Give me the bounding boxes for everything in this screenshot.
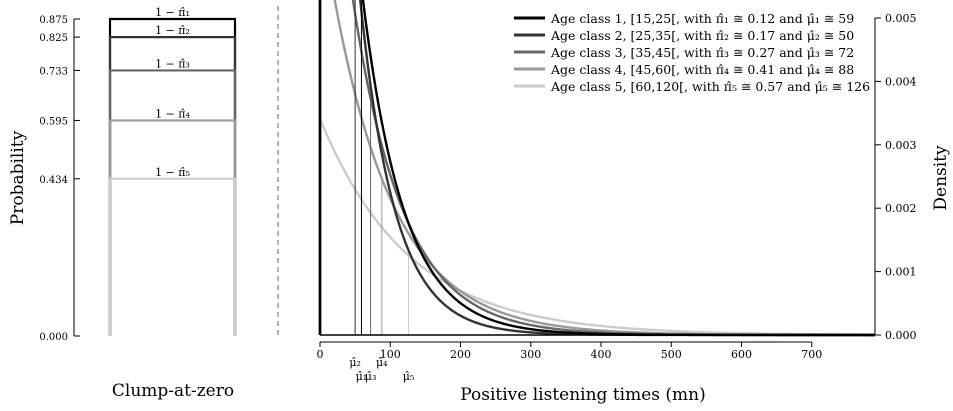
left-y-tick-label: 0.875 xyxy=(39,15,68,26)
left-y-tick-label: 0.825 xyxy=(39,33,68,44)
left-y-tick-label: 0.595 xyxy=(39,116,68,127)
density-panel: 0 100 200 300 400 500 600 700 0.000 0.001 0.002 0.… xyxy=(317,0,951,405)
mean-label-4: μ̂₄ xyxy=(376,356,388,369)
clump-bar-2 xyxy=(108,36,237,336)
mean-label-3: μ̂₃ xyxy=(365,370,377,383)
right-y-axis-label: Density xyxy=(931,145,951,211)
right-x-tick-label: 700 xyxy=(801,348,822,361)
right-y-tick-label: 0.002 xyxy=(885,202,917,215)
right-x-tick-label: 100 xyxy=(380,348,401,361)
legend-label-5: Age class 5, [60,120[, with π̂₅ ≅ 0.57 a… xyxy=(550,79,870,94)
mean-label-2: μ̂₂ xyxy=(349,356,361,369)
right-x-tick-label: 400 xyxy=(591,348,612,361)
legend-label-3: Age class 3, [35,45[, with π̂₃ ≅ 0.27 an… xyxy=(550,45,854,60)
right-x-tick-label: 500 xyxy=(661,348,682,361)
mean-label-1: μ̂₁ xyxy=(356,370,368,383)
clump-bar-4 xyxy=(108,119,237,336)
legend-label-1: Age class 1, [15,25[, with π̂₁ ≅ 0.12 an… xyxy=(550,11,854,26)
clump-bar-label-5: 1 − π̂₅ xyxy=(155,166,190,179)
left-y-axis-label: Probability xyxy=(8,130,28,225)
clump-bar-label-2: 1 − π̂₂ xyxy=(155,24,190,37)
mean-label-5: μ̂₅ xyxy=(403,370,415,383)
right-x-tick-label: 0 xyxy=(317,348,324,361)
clump-at-zero-panel: 0.000 0.434 0.595 0.733 0.825 0.875 1 − π̂₁ 1 … xyxy=(8,6,237,401)
right-y-tick-label: 0.001 xyxy=(885,266,917,279)
right-x-tick-label: 600 xyxy=(731,348,752,361)
clump-bar-label-4: 1 − π̂₄ xyxy=(155,107,190,120)
legend: Age class 1, [15,25[, with π̂₁ ≅ 0.12 an… xyxy=(514,11,870,94)
left-y-tick-label: 0.000 xyxy=(39,332,68,343)
right-y-tick-label: 0.004 xyxy=(885,75,917,88)
left-y-tick-label: 0.733 xyxy=(39,66,68,77)
legend-label-4: Age class 4, [45,60[, with π̂₄ ≅ 0.41 an… xyxy=(550,62,854,77)
legend-label-2: Age class 2, [25,35[, with π̂₂ ≅ 0.17 an… xyxy=(550,28,854,43)
left-x-axis-label: Clump-at-zero xyxy=(112,381,234,401)
clump-bar-5 xyxy=(108,177,237,336)
left-y-tick-label: 0.434 xyxy=(39,175,68,186)
right-y-tick-label: 0.000 xyxy=(885,329,917,342)
right-x-tick-label: 300 xyxy=(520,348,541,361)
clump-bar-label-1: 1 − π̂₁ xyxy=(155,6,190,19)
right-x-tick-label: 200 xyxy=(450,348,471,361)
right-y-tick-label: 0.003 xyxy=(885,139,917,152)
right-x-axis-label: Positive listening times (mn) xyxy=(460,385,706,405)
clump-bar-label-3: 1 − π̂₃ xyxy=(155,57,190,70)
right-y-tick-label: 0.005 xyxy=(885,12,917,25)
